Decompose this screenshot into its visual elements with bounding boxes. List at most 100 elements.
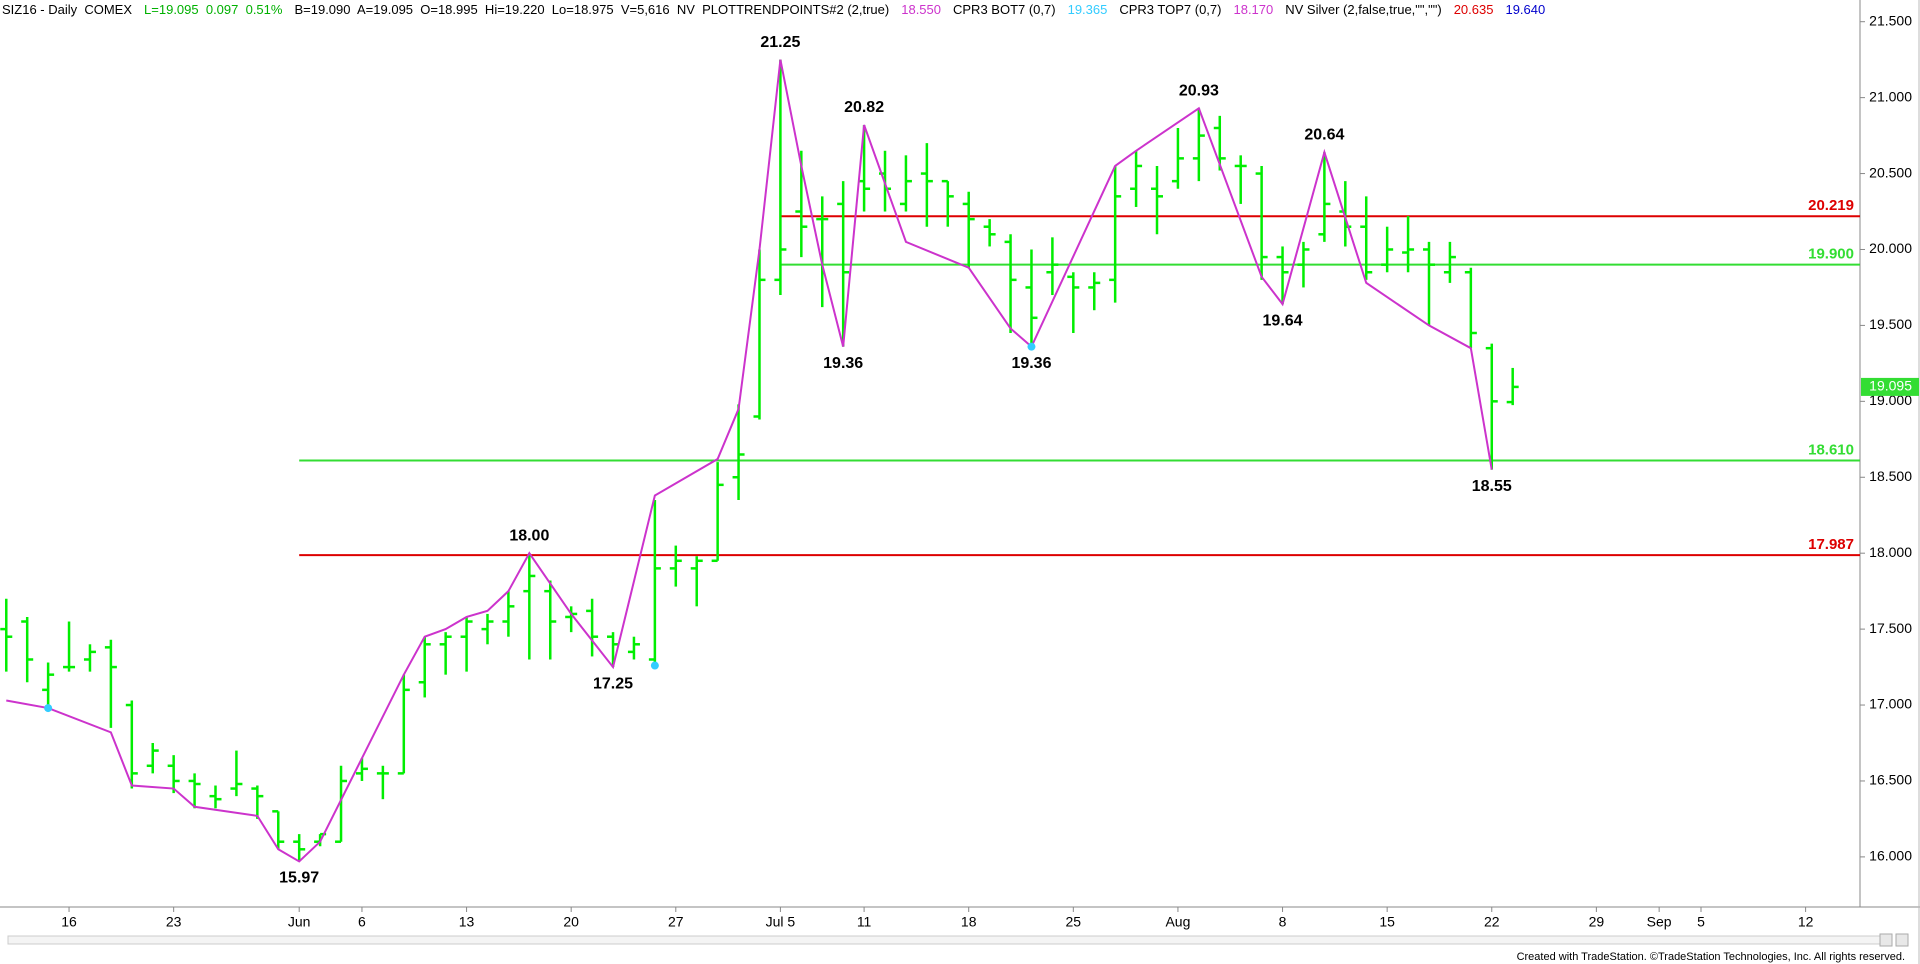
ohlc-bar [251, 785, 264, 819]
ohlc-bar [1381, 226, 1394, 273]
y-tick-label: 18.500 [1869, 468, 1912, 484]
header-item: 19.640 [1505, 2, 1546, 17]
ohlc-bar [1109, 165, 1122, 303]
ohlc-bar [1443, 241, 1456, 283]
ohlc-bar [1171, 128, 1184, 189]
ohlc-bar [690, 556, 703, 607]
ohlc-bar [63, 621, 76, 672]
ohlc-bar [230, 750, 243, 797]
pivot-label: 21.25 [760, 34, 800, 51]
y-tick-label: 18.000 [1869, 544, 1912, 560]
ohlc-bar [544, 580, 557, 660]
ohlc-bar [397, 674, 410, 775]
x-tick-label: 20 [563, 914, 579, 930]
ohlc-bar [816, 196, 829, 308]
x-tick-label: 23 [166, 914, 182, 930]
ohlc-bar [0, 598, 13, 672]
pivot-dot [1027, 342, 1036, 351]
x-tick-label: 8 [1279, 914, 1287, 930]
ohlc-bar [523, 553, 536, 660]
pivot-dot [44, 704, 53, 713]
y-tick-label: 16.500 [1869, 772, 1912, 788]
header-item: B=19.090 A=19.095 O=18.995 Hi=19.220 Lo=… [294, 2, 890, 17]
x-tick-label: 18 [961, 914, 977, 930]
header-item: 20.635 [1453, 2, 1494, 17]
ohlc-bar [42, 662, 55, 709]
x-tick-label: 12 [1798, 914, 1814, 930]
pivot-label: 20.82 [844, 99, 884, 116]
level-label: 20.219 [1808, 197, 1854, 214]
ohlc-bar [209, 785, 222, 809]
header-item: SIZ16 - Daily COMEX [2, 2, 133, 17]
x-tick-label: Jul 5 [766, 914, 796, 930]
x-tick-label: 6 [358, 914, 366, 930]
ohlc-bar [920, 143, 933, 227]
ohlc-bar [586, 598, 599, 657]
ohlc-bar [962, 191, 975, 268]
ohlc-bar [1088, 272, 1101, 311]
ohlc-bar [899, 155, 912, 212]
y-tick-label: 16.000 [1869, 848, 1912, 864]
x-tick-label: 5 [1697, 914, 1705, 930]
level-label: 19.900 [1808, 246, 1854, 263]
last-price-box [1861, 377, 1919, 396]
header-item: L=19.095 0.097 0.51% [144, 2, 283, 17]
ohlc-bar [627, 636, 640, 660]
y-tick-label: 17.500 [1869, 620, 1912, 636]
ohlc-bar [837, 181, 850, 347]
pivot-label: 18.00 [509, 527, 549, 544]
ohlc-bar [1234, 155, 1247, 204]
ohlc-bar [1255, 165, 1268, 280]
pivot-label: 20.93 [1179, 82, 1219, 99]
ohlc-bar [1506, 367, 1519, 406]
x-tick-label: 25 [1066, 914, 1082, 930]
ohlc-bar [1067, 272, 1080, 333]
x-tick-label: 13 [459, 914, 475, 930]
header-item: CPR3 TOP7 (0,7) [1119, 2, 1222, 17]
ohlc-bar [1213, 115, 1226, 171]
trendline [6, 59, 1493, 863]
x-tick-label: 15 [1379, 914, 1395, 930]
y-tick-label: 20.000 [1869, 240, 1912, 256]
scrollbar[interactable] [7, 935, 1889, 945]
scroll-left-button[interactable] [1879, 933, 1893, 947]
x-tick-label: Jun [288, 914, 311, 930]
y-tick-label: 19.500 [1869, 316, 1912, 332]
ohlc-bar [774, 59, 787, 296]
x-tick-label: 11 [857, 914, 872, 930]
header-item: 18.550 [901, 2, 941, 17]
y-tick-label: 19.000 [1869, 392, 1912, 408]
y-tick-label: 20.500 [1869, 164, 1912, 180]
x-tick-label: Sep [1647, 914, 1672, 930]
ohlc-bar [1151, 165, 1164, 235]
ohlc-bar [669, 545, 682, 587]
ohlc-bar [188, 773, 201, 809]
ohlc-bar [167, 755, 180, 794]
ohlc-bar [1318, 152, 1331, 242]
ohlc-bar [146, 743, 159, 774]
x-tick-label: 29 [1589, 914, 1605, 930]
x-tick-label: Aug [1165, 914, 1190, 930]
x-tick-label: 16 [61, 914, 77, 930]
level-label: 18.610 [1808, 442, 1854, 459]
ohlc-bar [1276, 246, 1289, 305]
ohlc-bar [1422, 241, 1435, 326]
last-price-label: 19.095 [1869, 378, 1912, 394]
ohlc-bar [376, 765, 389, 800]
ohlc-bar [941, 179, 954, 227]
pivot-label: 19.36 [1011, 355, 1051, 372]
header-item: CPR3 BOT7 (0,7) [953, 2, 1056, 17]
header-item: 19.365 [1067, 2, 1108, 17]
ohlc-bar [481, 613, 494, 645]
ohlc-bar [711, 462, 724, 563]
pivot-label: 19.36 [823, 355, 863, 372]
scroll-right-button[interactable] [1895, 933, 1909, 947]
ohlc-bar [1464, 267, 1477, 349]
ohlc-bar [21, 616, 34, 683]
ohlc-bar [1046, 237, 1059, 296]
ohlc-bar [125, 700, 138, 789]
pivot-label: 18.55 [1472, 478, 1512, 495]
